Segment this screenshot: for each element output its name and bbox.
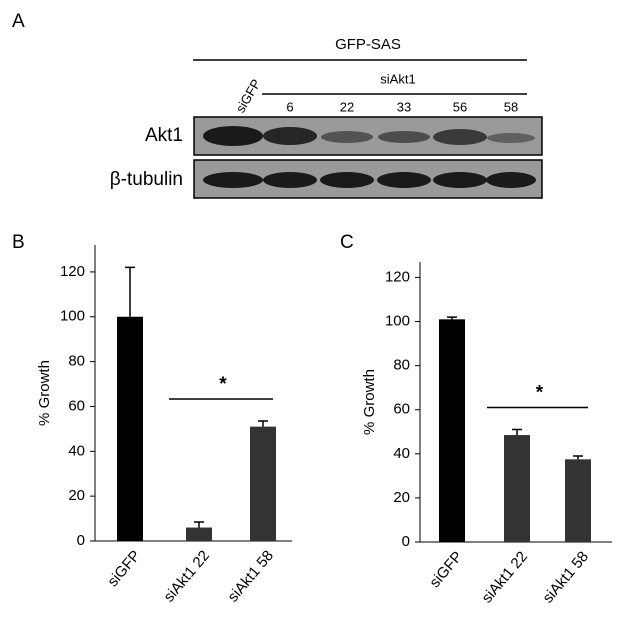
panel-label: B bbox=[12, 232, 25, 253]
subgroup-label: siAkt1 bbox=[380, 71, 415, 86]
panel-label: C bbox=[340, 232, 354, 253]
row-label: Akt1 bbox=[145, 125, 183, 146]
y-tick-label: 120 bbox=[60, 263, 85, 280]
y-tick-label: 80 bbox=[393, 357, 410, 374]
x-tick-label: siAkt1 58 bbox=[224, 547, 277, 605]
error-bar bbox=[573, 455, 583, 460]
error-bar bbox=[447, 316, 457, 320]
y-tick-label: 100 bbox=[385, 312, 410, 329]
bar bbox=[565, 459, 591, 542]
y-tick-label: 60 bbox=[68, 397, 85, 414]
error-bar bbox=[125, 266, 135, 317]
lane-label: 58 bbox=[504, 99, 518, 114]
band bbox=[263, 172, 317, 188]
error-bar bbox=[258, 420, 268, 427]
x-tick-label: siAkt1 22 bbox=[160, 547, 213, 605]
y-tick-label: 0 bbox=[402, 533, 410, 550]
band bbox=[321, 131, 373, 143]
significance-mark: * bbox=[536, 383, 544, 404]
significance-mark: * bbox=[219, 374, 227, 395]
band bbox=[377, 172, 431, 188]
band bbox=[203, 126, 263, 146]
y-tick-label: 120 bbox=[385, 268, 410, 285]
y-tick-label: 20 bbox=[68, 487, 85, 504]
y-tick-label: 40 bbox=[68, 442, 85, 459]
y-axis-label: % Growth bbox=[36, 360, 53, 426]
y-tick-label: 100 bbox=[60, 308, 85, 325]
bar bbox=[117, 316, 143, 541]
band bbox=[320, 172, 374, 188]
x-tick-label: siAkt1 58 bbox=[539, 548, 592, 606]
band bbox=[487, 133, 535, 143]
error-bar bbox=[512, 428, 522, 436]
bar bbox=[439, 319, 465, 542]
blot-panel: A GFP-SAS siAkt1 siGFP 6 22 33 56 58 Akt… bbox=[12, 11, 543, 199]
group-label: GFP-SAS bbox=[335, 36, 401, 53]
band bbox=[263, 127, 317, 145]
error-bar bbox=[194, 521, 204, 528]
x-tick-label: siGFP bbox=[104, 547, 144, 590]
bar bbox=[250, 426, 276, 541]
bar bbox=[186, 527, 212, 541]
y-tick-label: 0 bbox=[77, 532, 85, 549]
x-tick-label: siAkt1 22 bbox=[478, 548, 531, 606]
band bbox=[433, 172, 487, 188]
band bbox=[378, 131, 430, 143]
lane-label: siGFP bbox=[233, 76, 264, 115]
lane-label: 56 bbox=[453, 99, 467, 114]
y-tick-label: 20 bbox=[393, 489, 410, 506]
bands bbox=[203, 126, 536, 188]
band bbox=[203, 172, 263, 188]
y-tick-label: 80 bbox=[68, 353, 85, 370]
y-tick-label: 40 bbox=[393, 445, 410, 462]
x-tick-label: siGFP bbox=[426, 548, 466, 591]
panel-label: A bbox=[12, 11, 25, 32]
y-tick-label: 60 bbox=[393, 401, 410, 418]
lane-label: 33 bbox=[397, 99, 411, 114]
bar bbox=[504, 435, 530, 542]
lane-label: 22 bbox=[340, 99, 354, 114]
y-axis-label: % Growth bbox=[361, 369, 378, 435]
lane-label: 6 bbox=[286, 99, 293, 114]
band bbox=[486, 172, 536, 188]
band bbox=[433, 129, 487, 145]
row-label: β-tubulin bbox=[110, 169, 183, 190]
